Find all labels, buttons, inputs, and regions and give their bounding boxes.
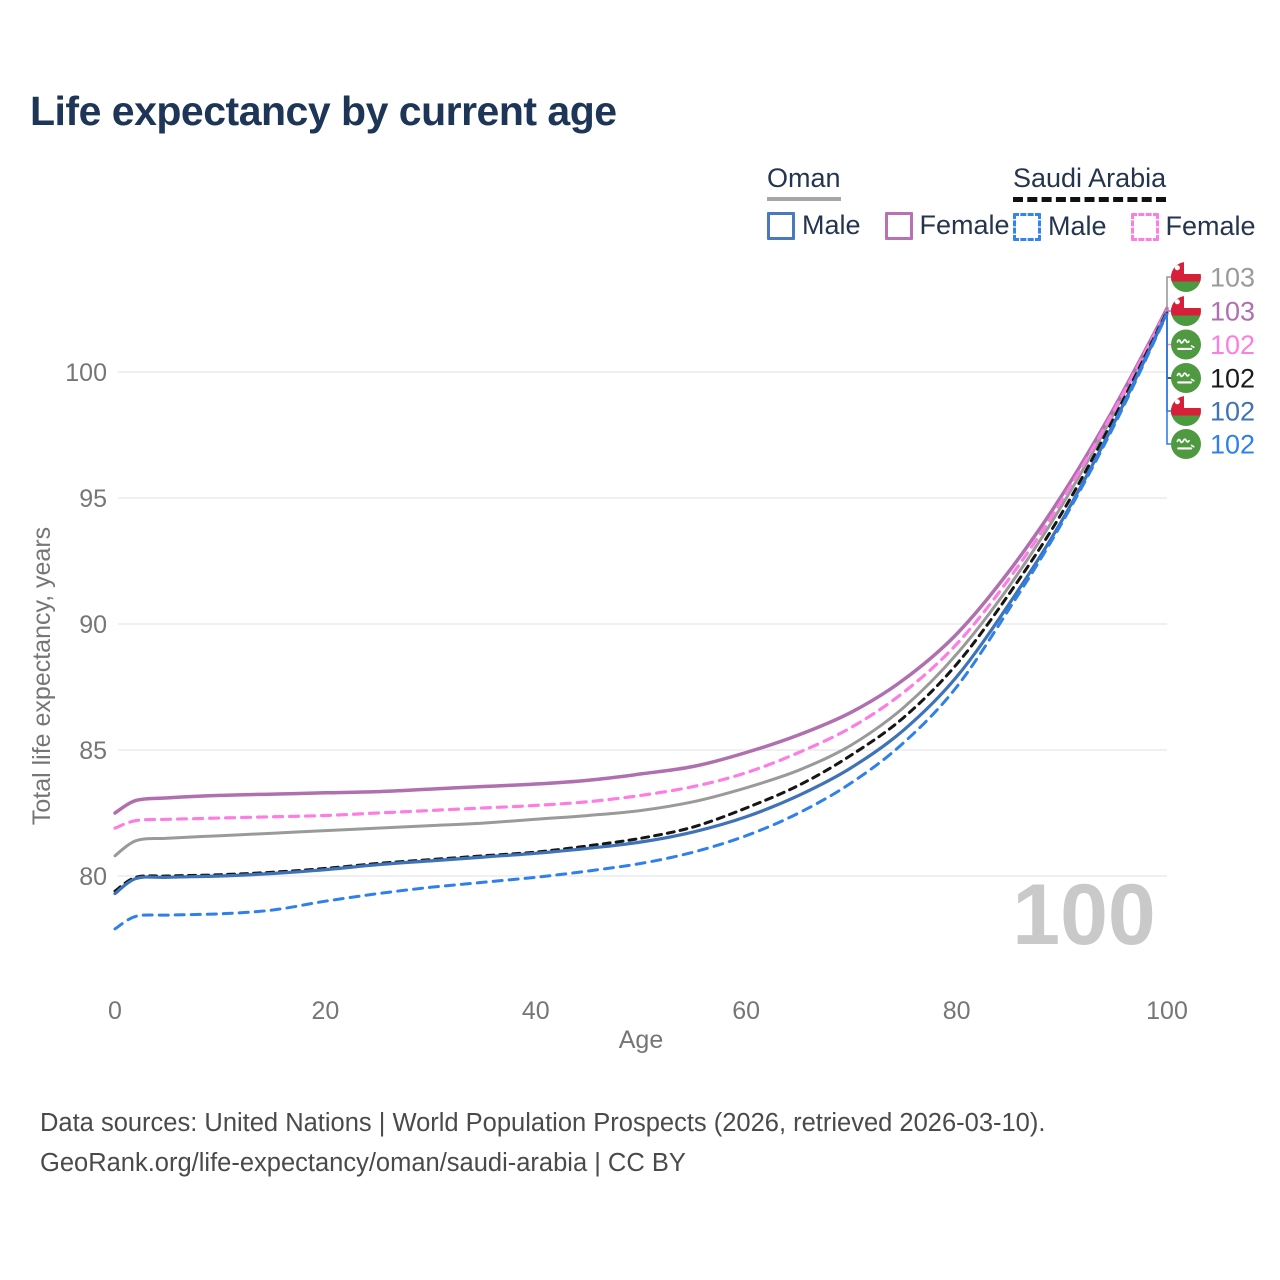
end-value-label: 102 (1210, 397, 1255, 427)
data-source-line: Data sources: United Nations | World Pop… (40, 1109, 1046, 1137)
end-value-label: 102 (1210, 430, 1255, 460)
x-axis-title: Age (619, 1026, 663, 1054)
series-line-oman-male (113, 311, 1169, 896)
series-line-saudi-arabia-female (113, 308, 1169, 830)
legend-item-saudi-male[interactable]: Male (1013, 211, 1107, 242)
series-line-oman-female (113, 307, 1169, 815)
x-tick-label: 40 (522, 997, 550, 1025)
legend-item-label: Female (1165, 211, 1256, 241)
oman-male-swatch-icon (767, 211, 795, 240)
legend-group-oman: Oman Male Female (767, 163, 1034, 241)
legend-group-saudi-arabia: Saudi Arabia Male Female (1013, 163, 1280, 242)
footer-attribution: Data sources: United Nations | World Pop… (40, 1103, 1045, 1183)
series-line-oman-all (113, 306, 1169, 858)
legend-item-label: Male (1048, 211, 1107, 241)
y-tick-label: 80 (79, 863, 107, 891)
y-tick-label: 90 (79, 611, 107, 639)
legend-item-saudi-female[interactable]: Female (1130, 211, 1256, 242)
x-tick-label: 0 (108, 997, 122, 1025)
oman-flag-icon (1171, 296, 1201, 326)
y-axis-title: Total life expectancy, years (28, 527, 56, 825)
oman-female-swatch-icon (884, 211, 913, 240)
y-tick-label: 100 (65, 359, 107, 387)
end-label-connector (1166, 312, 1173, 412)
page-title: Life expectancy by current age (30, 88, 617, 134)
x-tick-label: 80 (943, 997, 971, 1025)
end-value-label: 102 (1210, 330, 1255, 360)
end-value-label: 102 (1210, 364, 1255, 394)
end-value-label: 103 (1210, 297, 1255, 327)
legend-country-oman: Oman (767, 163, 841, 201)
x-tick-label: 20 (311, 997, 339, 1025)
oman-flag-icon (1171, 262, 1201, 292)
x-tick-label: 60 (732, 997, 760, 1025)
age-watermark: 100 (1012, 867, 1156, 963)
source-url-line: GeoRank.org/life-expectancy/oman/saudi-a… (40, 1149, 686, 1177)
legend-item-oman-male[interactable]: Male (767, 210, 861, 241)
x-tick-label: 100 (1146, 997, 1188, 1025)
y-tick-label: 95 (79, 485, 107, 513)
end-value-label: 103 (1210, 263, 1255, 293)
y-tick-label: 85 (79, 737, 107, 765)
legend-country-saudi-arabia: Saudi Arabia (1013, 163, 1167, 202)
saudi-flag-icon (1171, 363, 1201, 393)
saudi-flag-icon (1171, 329, 1201, 360)
legend-item-oman-female[interactable]: Female (884, 210, 1010, 241)
legend-item-label: Male (802, 210, 861, 240)
legend-item-label: Female (919, 210, 1010, 240)
saudi-male-swatch-icon (1013, 212, 1041, 241)
saudi-female-swatch-icon (1130, 212, 1159, 241)
series-line-saudi-arabia-male (113, 312, 1169, 931)
oman-flag-icon (1171, 396, 1201, 426)
saudi-flag-icon (1171, 429, 1201, 459)
